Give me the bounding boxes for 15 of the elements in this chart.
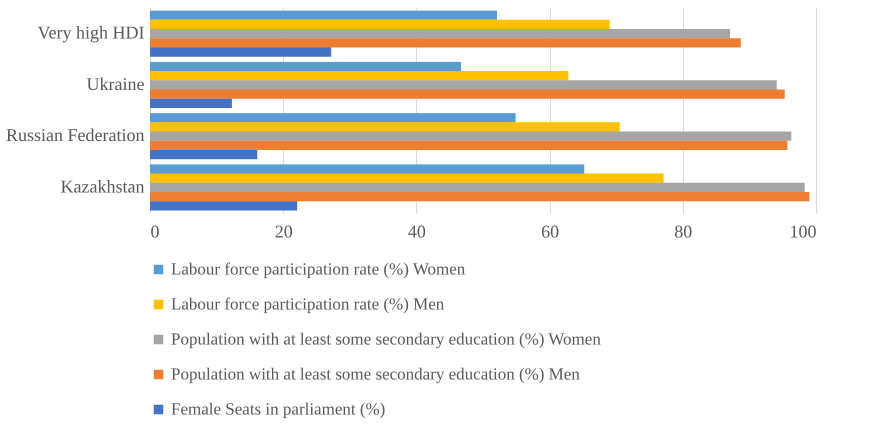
y-tick-label: Kazakhstan — [60, 176, 144, 196]
legend-label: Female Seats in parliament (%) — [171, 400, 386, 418]
x-tick-label: 0 — [150, 222, 160, 242]
y-tick-label: Russian Federation — [6, 125, 144, 146]
x-tick-label: 100 — [790, 222, 816, 242]
legend-label: Population with at least some secondary education (%) Men — [171, 364, 580, 384]
legend-label: Labour force participation rate (%) Women — [171, 260, 466, 278]
y-tick-label: Ukraine — [86, 74, 144, 94]
x-tick-label: 60 — [541, 222, 560, 242]
y-tick-label: Very high HDI — [38, 22, 144, 43]
legend-label: Population with at least some secondary education (%) Women — [171, 330, 602, 348]
x-tick-label: 20 — [274, 222, 293, 242]
x-tick-label: 80 — [674, 222, 692, 242]
x-tick-label: 40 — [408, 222, 426, 242]
legend-label: Labour force participation rate (%) Men — [171, 294, 445, 314]
